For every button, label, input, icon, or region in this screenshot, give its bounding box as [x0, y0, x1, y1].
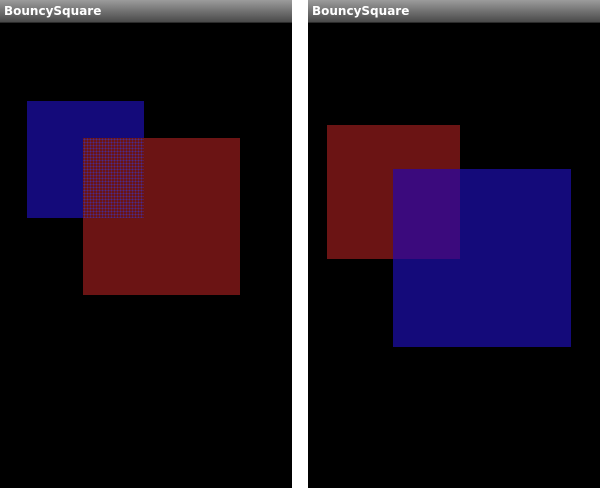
title-bar: BouncySquare [0, 0, 292, 23]
screen-left: BouncySquare [0, 0, 292, 488]
app-title: BouncySquare [4, 4, 102, 18]
drawing-canvas[interactable] [308, 23, 600, 488]
app-title: BouncySquare [312, 4, 410, 18]
screen-right: BouncySquare [308, 0, 600, 488]
title-bar: BouncySquare [308, 0, 600, 23]
dithered-overlap-region [83, 138, 144, 218]
blended-overlap-region [393, 169, 460, 259]
drawing-canvas[interactable] [0, 23, 292, 488]
screen-divider [292, 0, 308, 488]
